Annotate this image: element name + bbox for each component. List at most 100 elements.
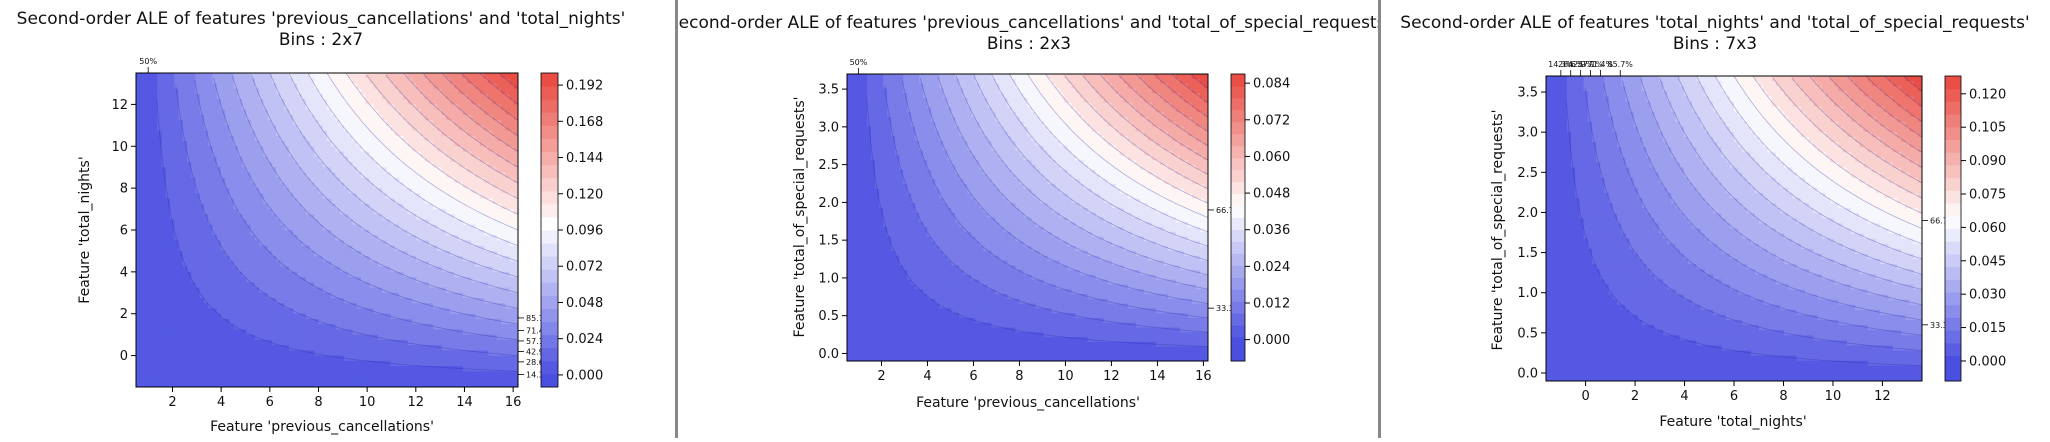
y-tick-label: 1.0: [818, 271, 839, 286]
colorbar-band: [1945, 343, 1961, 356]
ale-chart-1: Second-order ALE of features 'previous_c…: [0, 0, 675, 438]
ale-panel-1: Second-order ALE of features 'previous_c…: [0, 0, 675, 438]
ale-panel-3: Second-order ALE of features 'total_nigh…: [1381, 0, 2050, 438]
colorbar-band: [541, 322, 558, 336]
x-tick-label: 4: [923, 369, 931, 384]
y-tick-label: 8: [120, 182, 128, 197]
colorbar-band: [1231, 182, 1245, 194]
x-axis-label: Feature 'total_nights': [1659, 414, 1806, 430]
colorbar-band: [541, 217, 558, 231]
colorbar-band: [541, 86, 558, 100]
x-tick-label: 12: [408, 395, 425, 410]
colorbar-band: [1945, 229, 1961, 242]
colorbar-band: [541, 295, 558, 309]
colorbar-band: [1231, 337, 1245, 349]
colorbar-band: [1231, 194, 1245, 206]
colorbar-band: [1945, 305, 1961, 318]
chart-title: Second-order ALE of features 'total_nigh…: [1400, 13, 2029, 33]
chart-subtitle: Bins : 2x3: [987, 34, 1071, 54]
y-tick-label: 0.0: [818, 347, 839, 362]
colorbar-band: [1945, 165, 1961, 178]
colorbar-band: [1231, 98, 1245, 110]
y-tick-label: 2.5: [1517, 166, 1538, 181]
colorbar-tick-label: 0.048: [566, 296, 603, 311]
x-tick-label: 2: [1631, 389, 1639, 404]
colorbar-band: [1945, 140, 1961, 153]
colorbar-tick-label: 0.015: [1969, 321, 2006, 336]
y-tick-label: 2.0: [818, 196, 839, 211]
ale-chart-2: Second-order ALE of features 'previous_c…: [678, 0, 1378, 438]
colorbar-tick-label: 0.024: [566, 332, 603, 347]
colorbar-band: [1945, 114, 1961, 127]
x-tick-label: 16: [505, 395, 522, 410]
chart-subtitle: Bins : 2x7: [279, 30, 363, 50]
x-tick-label: 8: [314, 395, 322, 410]
colorbar-tick-label: 0.030: [1969, 288, 2006, 303]
colorbar: 0.0000.0150.0300.0450.0600.0750.0900.105…: [1945, 76, 2006, 382]
x-tick-label: 6: [1730, 389, 1738, 404]
y-tick-label: 1.5: [818, 234, 839, 249]
y-tick-label: 12: [111, 98, 128, 113]
colorbar-band: [541, 152, 558, 166]
y-tick-label: 0: [120, 349, 128, 364]
colorbar-tick-label: 0.096: [566, 224, 603, 239]
colorbar-tick-label: 0.075: [1969, 187, 2006, 202]
colorbar-band: [541, 335, 558, 349]
y-tick-label: 6: [120, 224, 128, 239]
colorbar-band: [1945, 152, 1961, 165]
colorbar-tick-label: 0.168: [566, 115, 603, 130]
y-tick-label: 2.5: [818, 158, 839, 173]
y-tick-label: 4: [120, 265, 128, 280]
colorbar-band: [1945, 241, 1961, 254]
colorbar-tick-label: 0.072: [1253, 113, 1290, 128]
colorbar-tick-label: 0.144: [566, 151, 603, 166]
top-quantile-label: 85.7%: [1607, 60, 1633, 69]
x-tick-label: 14: [456, 395, 473, 410]
colorbar-band: [1945, 203, 1961, 216]
x-tick-label: 10: [1057, 369, 1074, 384]
colorbar-band: [541, 348, 558, 362]
colorbar-band: [1231, 229, 1245, 241]
colorbar-tick-label: 0.000: [1969, 354, 2006, 369]
colorbar-band: [1945, 267, 1961, 280]
colorbar-band: [541, 178, 558, 192]
colorbar-band: [1945, 330, 1961, 343]
colorbar-tick-label: 0.090: [1969, 154, 2006, 169]
colorbar-band: [1231, 206, 1245, 218]
colorbar-band: [1945, 190, 1961, 203]
y-tick-label: 3.0: [818, 120, 839, 135]
x-tick-label: 8: [1779, 389, 1787, 404]
colorbar-tick-label: 0.060: [1969, 221, 2006, 236]
colorbar-tick-label: 0.060: [1253, 150, 1290, 165]
colorbar-band: [541, 73, 558, 87]
colorbar-band: [1231, 146, 1245, 158]
colorbar-band: [1945, 292, 1961, 305]
x-tick-label: 12: [1874, 389, 1891, 404]
colorbar-band: [1231, 170, 1245, 182]
x-tick-label: 4: [217, 395, 225, 410]
chart-title: Second-order ALE of features 'previous_c…: [17, 9, 626, 29]
y-tick-label: 3.0: [1517, 126, 1538, 141]
x-tick-label: 6: [266, 395, 274, 410]
colorbar-band: [541, 112, 558, 126]
x-axis-label: Feature 'previous_cancellations': [210, 419, 434, 435]
colorbar-band: [541, 204, 558, 218]
colorbar-tick-label: 0.120: [566, 187, 603, 202]
colorbar-tick-label: 0.045: [1969, 254, 2006, 269]
colorbar-band: [1231, 218, 1245, 230]
colorbar-band: [541, 269, 558, 283]
y-axis-label: Feature 'total_of_special_requests': [792, 97, 808, 338]
colorbar-band: [1945, 368, 1961, 381]
x-tick-label: 14: [1149, 369, 1166, 384]
colorbar: 0.0000.0240.0480.0720.0960.1200.1440.168…: [541, 73, 603, 388]
colorbar-band: [1231, 265, 1245, 277]
colorbar-band: [1945, 101, 1961, 114]
ale-panel-2: Second-order ALE of features 'previous_c…: [678, 0, 1378, 438]
colorbar-band: [1231, 74, 1245, 86]
colorbar-band: [1231, 86, 1245, 98]
colorbar-tick-label: 0.192: [566, 79, 603, 94]
y-tick-label: 2.0: [1517, 206, 1538, 221]
